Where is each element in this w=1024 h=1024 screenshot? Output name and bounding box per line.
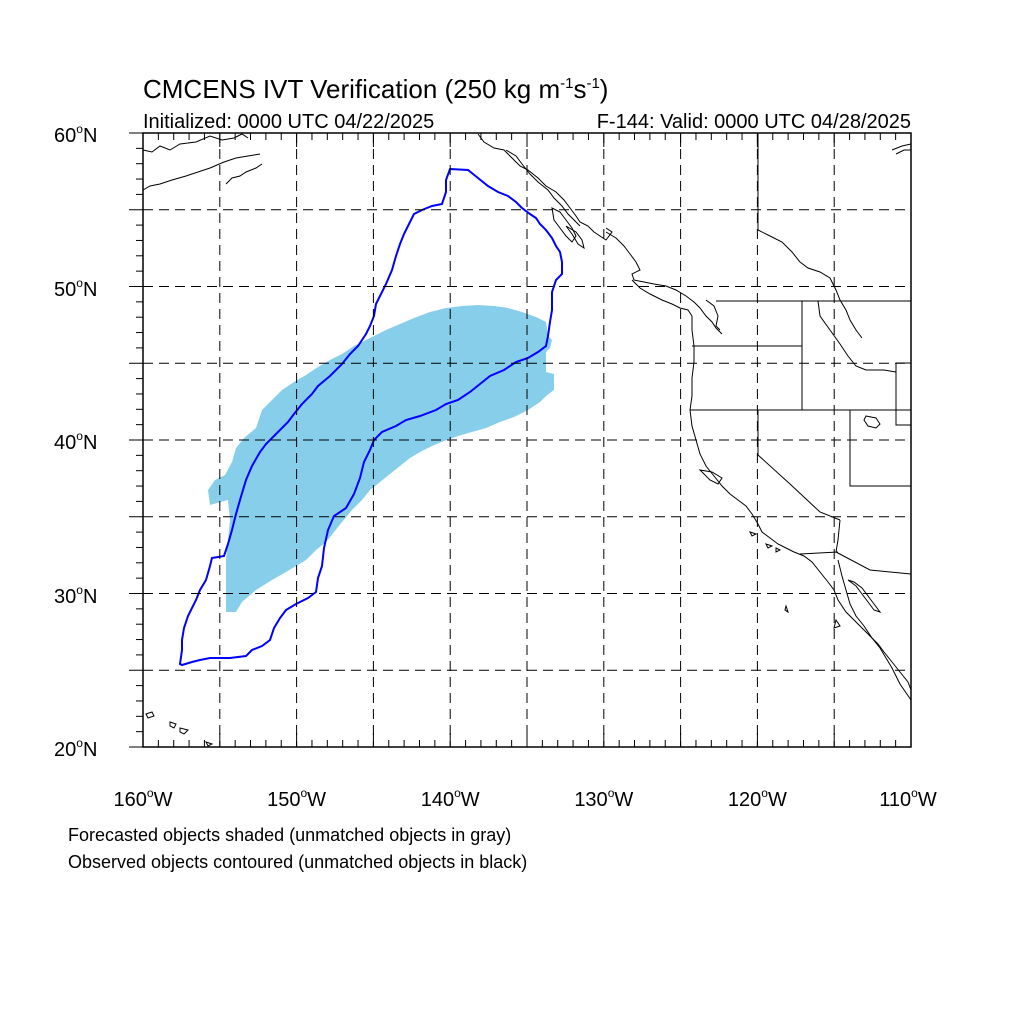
forecast-ivt-object — [208, 305, 554, 612]
lat-label-60: 60oN — [54, 122, 97, 147]
latitude-labels: 60oN 50oN 40oN 30oN 20oN — [54, 122, 97, 761]
map-gridlines — [143, 133, 911, 747]
axis-ticks — [129, 132, 912, 748]
map-title: CMCENS IVT Verification (250 kg m-1s-1) — [143, 74, 608, 104]
lon-label-150: 150oW — [267, 786, 326, 811]
lon-label-110: 110oW — [879, 786, 937, 811]
observed-note: Observed objects contoured (unmatched ob… — [68, 852, 528, 872]
lat-label-30: 30oN — [54, 583, 97, 608]
lon-label-120: 120oW — [728, 786, 787, 811]
forecast-note: Forecasted objects shaded (unmatched obj… — [68, 825, 512, 845]
lat-label-20: 20oN — [54, 736, 97, 761]
lat-label-50: 50oN — [54, 276, 97, 301]
valid-time: F-144: Valid: 0000 UTC 04/28/2025 — [597, 111, 911, 133]
lon-label-140: 140oW — [421, 786, 480, 811]
lon-label-130: 130oW — [574, 786, 633, 811]
observed-ivt-object — [178, 167, 563, 667]
initialized-time: Initialized: 0000 UTC 04/22/2025 — [143, 111, 434, 133]
lat-label-40: 40oN — [54, 429, 97, 454]
longitude-labels: 160oW 150oW 140oW 130oW 120oW 110oW — [114, 786, 937, 811]
political-borders — [690, 134, 912, 575]
lon-label-160: 160oW — [114, 786, 173, 811]
